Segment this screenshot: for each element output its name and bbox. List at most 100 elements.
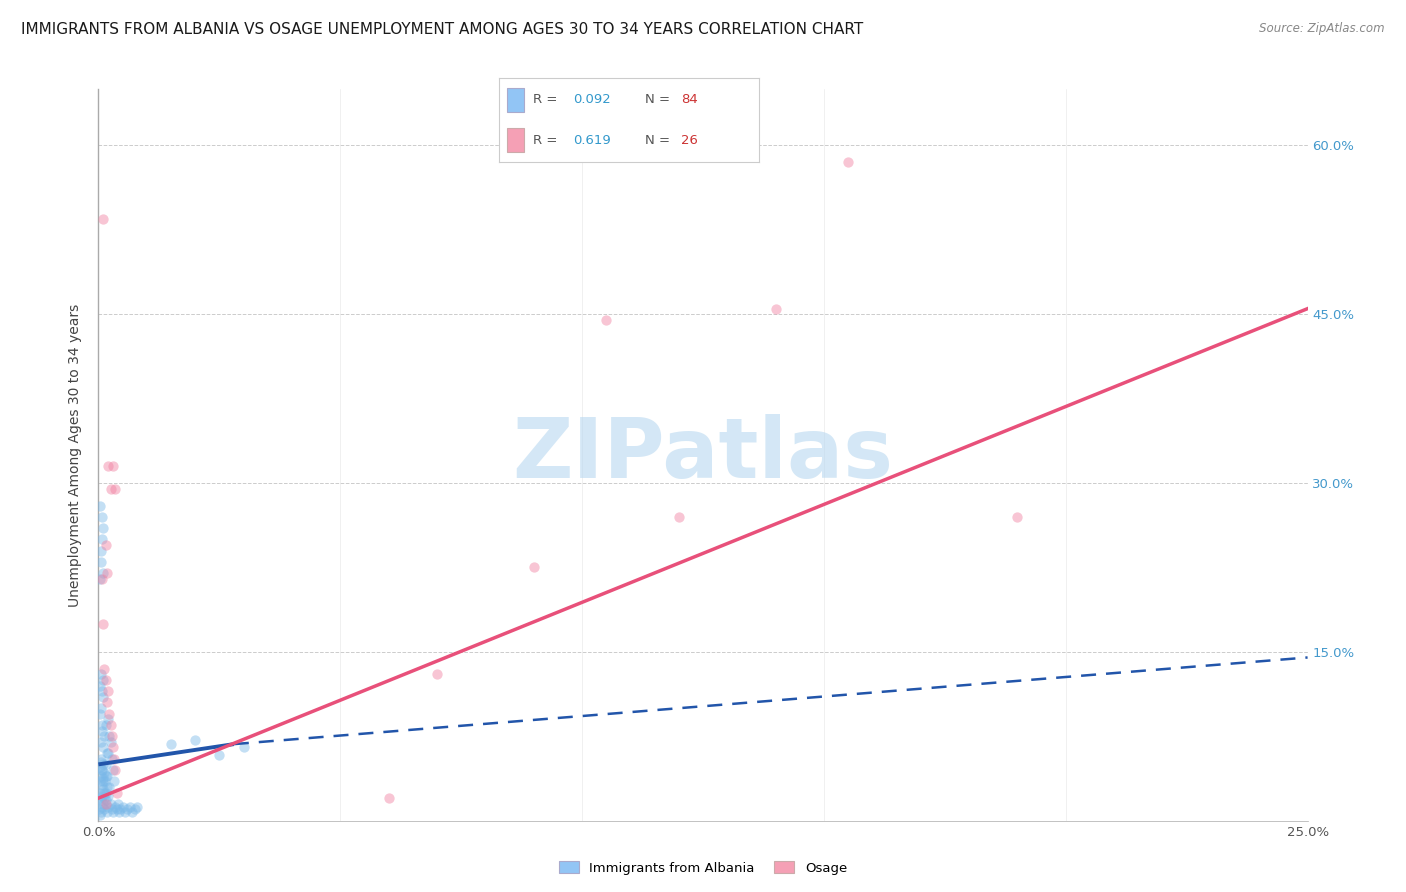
Text: N =: N = — [645, 93, 673, 106]
Point — [94, 793, 117, 807]
Text: Source: ZipAtlas.com: Source: ZipAtlas.com — [1260, 22, 1385, 36]
Point — [96, 696, 118, 710]
Point — [94, 757, 117, 772]
Point — [93, 802, 115, 816]
Point — [108, 802, 131, 816]
Point — [523, 560, 546, 574]
Point — [107, 797, 129, 811]
Point — [91, 723, 114, 738]
Point — [91, 211, 114, 226]
Point — [97, 459, 120, 474]
Point — [90, 667, 112, 681]
Point — [90, 752, 112, 766]
Point — [232, 740, 254, 755]
Point — [89, 774, 111, 789]
Bar — [508, 87, 524, 112]
Point — [97, 684, 120, 698]
Point — [208, 748, 231, 763]
Point — [100, 735, 122, 749]
Point — [98, 729, 121, 743]
Point — [668, 509, 690, 524]
Point — [90, 778, 112, 792]
Point — [104, 763, 127, 777]
Text: IMMIGRANTS FROM ALBANIA VS OSAGE UNEMPLOYMENT AMONG AGES 30 TO 34 YEARS CORRELAT: IMMIGRANTS FROM ALBANIA VS OSAGE UNEMPLO… — [21, 22, 863, 37]
Text: 26: 26 — [682, 134, 699, 147]
Point — [93, 791, 115, 805]
Point — [96, 566, 118, 580]
Point — [377, 791, 399, 805]
Point — [91, 572, 114, 586]
Point — [426, 667, 449, 681]
Point — [94, 769, 117, 783]
Point — [837, 155, 859, 169]
Point — [98, 780, 121, 794]
Point — [97, 789, 120, 803]
Point — [104, 482, 127, 496]
Point — [91, 797, 114, 811]
Point — [89, 706, 111, 721]
Point — [91, 763, 114, 777]
Point — [107, 805, 129, 819]
Point — [96, 805, 118, 819]
Point — [101, 459, 124, 474]
Point — [89, 679, 111, 693]
Point — [97, 800, 120, 814]
Point — [90, 701, 112, 715]
Point — [101, 805, 124, 819]
Point — [93, 766, 115, 780]
Point — [91, 684, 114, 698]
Point — [118, 800, 141, 814]
Point — [100, 482, 122, 496]
Point — [94, 538, 117, 552]
Point — [101, 752, 124, 766]
Point — [101, 729, 124, 743]
Point — [104, 800, 127, 814]
Point — [89, 759, 111, 773]
Point — [101, 740, 124, 755]
Point — [101, 763, 124, 777]
Point — [91, 740, 114, 755]
Point — [127, 800, 149, 814]
Point — [91, 616, 114, 631]
Point — [91, 673, 114, 687]
Point — [124, 802, 146, 816]
Point — [121, 805, 143, 819]
Point — [94, 797, 117, 811]
Point — [94, 785, 117, 799]
Point — [90, 555, 112, 569]
Point — [93, 785, 115, 799]
Point — [89, 499, 111, 513]
Point — [93, 774, 115, 789]
Point — [91, 782, 114, 797]
Text: 0.092: 0.092 — [574, 93, 612, 106]
Point — [96, 769, 118, 783]
Y-axis label: Unemployment Among Ages 30 to 34 years: Unemployment Among Ages 30 to 34 years — [69, 303, 83, 607]
Point — [91, 757, 114, 772]
Point — [184, 732, 207, 747]
Point — [91, 771, 114, 785]
Point — [90, 769, 112, 783]
Point — [90, 755, 112, 769]
Legend: Immigrants from Albania, Osage: Immigrants from Albania, Osage — [554, 856, 852, 880]
Point — [89, 791, 111, 805]
Bar — [508, 128, 524, 153]
Point — [114, 805, 136, 819]
Point — [765, 301, 787, 316]
Point — [100, 718, 122, 732]
Point — [96, 746, 118, 760]
Text: R =: R = — [533, 134, 561, 147]
Point — [89, 572, 111, 586]
Point — [103, 774, 125, 789]
Point — [91, 566, 114, 580]
Point — [98, 706, 121, 721]
Point — [111, 800, 134, 814]
Point — [93, 662, 115, 676]
Text: 84: 84 — [682, 93, 697, 106]
Point — [94, 673, 117, 687]
Point — [91, 509, 114, 524]
Point — [89, 785, 111, 799]
Point — [91, 789, 114, 803]
Point — [90, 735, 112, 749]
Point — [105, 802, 128, 816]
Point — [97, 712, 120, 726]
